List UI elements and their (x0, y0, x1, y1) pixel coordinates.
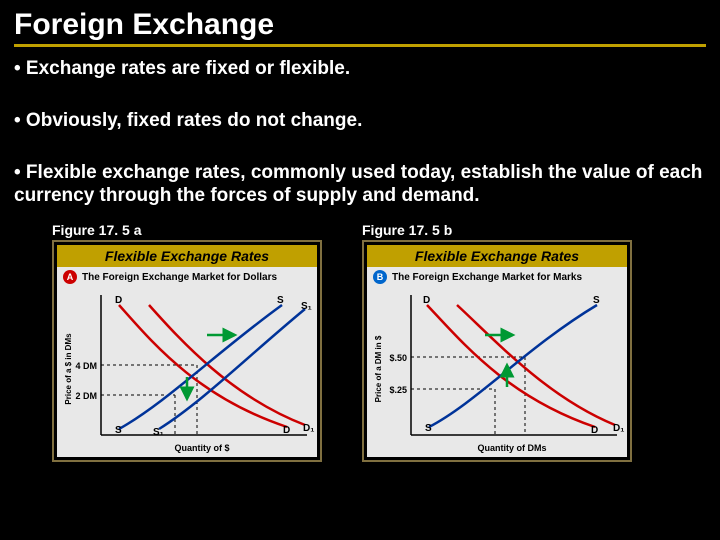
xlabel: Quantity of DMs (478, 443, 547, 453)
svg-text:D: D (283, 425, 290, 436)
ylabel: Price of a $ in DMs (64, 333, 73, 405)
badge-a-icon: A (63, 270, 77, 284)
badge-b-icon: B (373, 270, 387, 284)
ytick-1: $.50 (389, 353, 407, 363)
figures-row: Figure 17. 5 a Flexible Exchange Rates A… (14, 222, 706, 462)
figure-left-caption: Figure 17. 5 a (52, 222, 322, 238)
ylabel: Price of a DM in $ (374, 335, 383, 402)
demand-curve-shifted (149, 305, 305, 425)
svg-text:S: S (277, 295, 284, 306)
chart-right-outer: Flexible Exchange Rates B The Foreign Ex… (362, 240, 632, 462)
chart-right-subtitle: The Foreign Exchange Market for Marks (392, 272, 582, 283)
chart-left-svg: 4 DM 2 DM D S S₁ S S₁ D D₁ (57, 287, 317, 457)
chart-left-subtitle: The Foreign Exchange Market for Dollars (82, 272, 277, 283)
supply-curve (119, 305, 282, 429)
svg-text:S: S (425, 423, 432, 434)
chart-left-canvas: 4 DM 2 DM D S S₁ S S₁ D D₁ (57, 287, 317, 457)
bullet-2: • Obviously, fixed rates do not change. (14, 109, 706, 133)
xlabel: Quantity of $ (174, 443, 229, 453)
bullet-3: • Flexible exchange rates, commonly used… (14, 161, 706, 209)
page-title: Foreign Exchange (14, 8, 706, 42)
bullet-1: • Exchange rates are fixed or flexible. (14, 57, 706, 81)
figure-left: Figure 17. 5 a Flexible Exchange Rates A… (52, 222, 322, 462)
svg-text:S₁: S₁ (301, 301, 312, 312)
chart-left-subtitle-row: A The Foreign Exchange Market for Dollar… (57, 267, 317, 287)
svg-text:D: D (591, 425, 598, 436)
supply-curve (429, 305, 597, 427)
chart-left-outer: Flexible Exchange Rates A The Foreign Ex… (52, 240, 322, 462)
slide-container: Foreign Exchange • Exchange rates are fi… (0, 0, 720, 470)
chart-right-header: Flexible Exchange Rates (367, 245, 627, 267)
chart-right-svg: $.50 $.25 D S S D D₁ Price of a DM in $ … (367, 287, 627, 457)
chart-left-header: Flexible Exchange Rates (57, 245, 317, 267)
demand-curve-shifted (457, 305, 615, 425)
svg-text:S: S (593, 295, 600, 306)
svg-text:D₁: D₁ (613, 423, 624, 434)
svg-text:S: S (115, 425, 122, 436)
svg-text:S₁: S₁ (153, 427, 164, 438)
chart-right-canvas: $.50 $.25 D S S D D₁ Price of a DM in $ … (367, 287, 627, 457)
svg-text:D: D (423, 295, 430, 306)
ytick-2: 2 DM (75, 391, 97, 401)
figure-right: Figure 17. 5 b Flexible Exchange Rates B… (362, 222, 632, 462)
figure-right-caption: Figure 17. 5 b (362, 222, 632, 238)
title-underline (14, 44, 706, 47)
ytick-1: 4 DM (75, 361, 97, 371)
svg-text:D₁: D₁ (303, 423, 314, 434)
chart-right-subtitle-row: B The Foreign Exchange Market for Marks (367, 267, 627, 287)
svg-text:D: D (115, 295, 122, 306)
ytick-2: $.25 (389, 385, 407, 395)
